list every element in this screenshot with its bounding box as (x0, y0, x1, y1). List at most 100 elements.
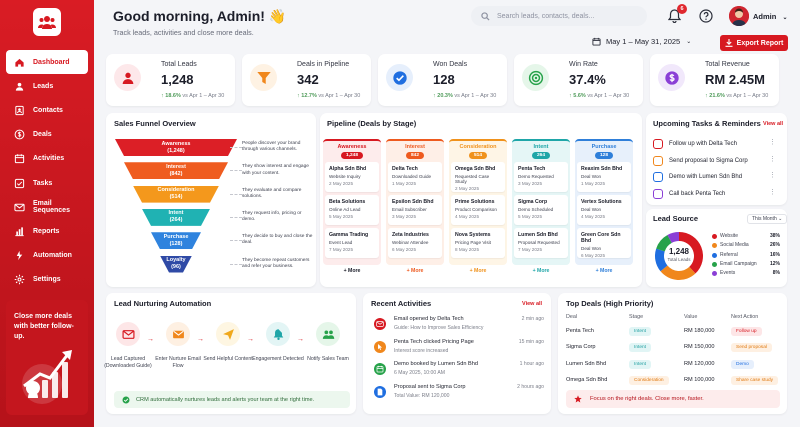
more-options-icon[interactable]: ⋮ (769, 139, 776, 146)
task-checkbox[interactable] (653, 188, 663, 199)
star-icon (574, 395, 582, 403)
pipeline-more-button[interactable]: + More (532, 268, 550, 274)
pipeline-more-button[interactable]: + More (406, 268, 424, 274)
pipeline-deal-card[interactable]: Delta Tech Downloaded Guide 1 May 2025 (388, 162, 442, 192)
donut-slice-referral[interactable] (655, 248, 668, 272)
deal-note: Webinar Attendee (392, 240, 429, 245)
funnel-stage-count: (128) (169, 240, 183, 247)
deal-name[interactable]: Sigma Corp (566, 344, 596, 351)
sidebar-item-contacts[interactable]: Contacts (6, 98, 88, 122)
donut-slice-website[interactable] (679, 232, 703, 274)
sidebar-item-reports[interactable]: Reports (6, 219, 88, 243)
avatar[interactable] (729, 6, 749, 26)
activity-item[interactable]: Proposal sent to Sigma Corp Total Value: … (374, 384, 544, 408)
funnel-icon (256, 71, 271, 84)
pipeline-deal-card[interactable]: Beta Solutions Online Ad Lead 5 May 2025 (325, 195, 379, 225)
funnel-stage-intent[interactable]: Intent (264) (142, 208, 210, 226)
deal-company: Green Core Sdn Bhd (581, 232, 621, 244)
activities-view-all-link[interactable]: View all (522, 301, 543, 307)
users-icon (38, 16, 56, 29)
kpi-card-deals-in-pipeline[interactable]: Deals in Pipeline 342 ↑ 12.7% vs Apr 1 – A… (242, 54, 371, 106)
sidebar-item-dashboard[interactable]: Dashboard (6, 50, 88, 75)
funnel-stage-interest[interactable]: Interest (842) (124, 162, 228, 180)
pipeline-deal-card[interactable]: Zeta Industries Webinar Attendee 6 May 202… (388, 228, 442, 258)
pipeline-deal-card[interactable]: Green Core Sdn Bhd Deal Won 6 May 2025 (577, 228, 631, 258)
pipeline-deal-card[interactable]: Nova Systems Pricing Page Visit 8 May 2025 (451, 228, 505, 258)
task-checkbox[interactable] (653, 155, 663, 166)
pipeline-deal-card[interactable]: Reaxim Sdn Bhd Deal Won 1 May 2025 (577, 162, 631, 192)
deal-next-action[interactable]: Share case study (731, 375, 779, 385)
task-checkbox[interactable] (653, 172, 663, 182)
pipeline-deal-card[interactable]: Gamma Trading Event Lead 7 May 2025 (325, 228, 379, 258)
pipeline-deal-card[interactable]: Lumen Sdn Bhd Proposal Requested 7 May 202… (514, 228, 568, 258)
deal-value: RM 180,000 (684, 328, 715, 334)
kpi-card-total-revenue[interactable]: Total Revenue RM 2.45M ↑ 21.6% vs Apr 1 – … (650, 54, 779, 106)
sidebar-item-tasks[interactable]: Tasks (6, 171, 88, 195)
pipeline-deal-card[interactable]: Omega Sdn Bhd Requested Case Study 2 May 2… (451, 162, 505, 192)
donut-slice-events[interactable] (667, 232, 679, 243)
user-name[interactable]: Admin ⌄ (753, 12, 787, 21)
donut-slice-social-media[interactable] (660, 265, 696, 280)
export-report-button[interactable]: Export Report (720, 35, 788, 51)
sidebar-item-leads[interactable]: Leads (6, 74, 88, 98)
chart-icon (15, 227, 24, 237)
task-item[interactable]: Follow up with Delta Tech (653, 139, 737, 149)
task-item[interactable]: Send proposal to Sigma Corp (653, 155, 748, 166)
search-input[interactable]: Search leads, contacts, deals... (471, 6, 647, 26)
sidebar-item-automation[interactable]: Automation (6, 244, 88, 268)
activity-item[interactable]: Demo booked by Lumen Sdn Bhd 6 May 2025, … (374, 361, 544, 385)
pipeline-more-button[interactable]: + More (343, 268, 361, 274)
funnel-stage-consideration[interactable]: Consideration (514) (133, 185, 219, 203)
pipeline-deal-card[interactable]: Sigma Corp Demo Scheduled 5 May 2025 (514, 195, 568, 225)
funnel-stage-name: Awareness (161, 140, 191, 147)
tasks-view-all-link[interactable]: View all (763, 121, 784, 127)
task-item[interactable]: Call back Penta Tech (653, 188, 725, 199)
help-icon (699, 9, 713, 23)
sidebar-item-email-sequences[interactable]: Email Sequences (6, 195, 88, 219)
kpi-card-win-rate[interactable]: Win Rate 37.4% ↑ 5.6% vs Apr 1 – Apr 30 (514, 54, 643, 106)
kpi-card-total-leads[interactable]: Total Leads 1,248 ↑ 18.6% vs Apr 1 – Apr 3… (106, 54, 235, 106)
kpi-value: 128 (433, 72, 455, 87)
pipeline-more-button[interactable]: + More (469, 268, 487, 274)
activity-item[interactable]: Penta Tech clicked Pricing Page Interest … (374, 339, 544, 363)
pipeline-more-button[interactable]: + More (595, 268, 613, 274)
date-range-picker[interactable]: May 1 – May 31, 2025 ⌄ (592, 37, 691, 46)
funnel-stage-purchase[interactable]: Purchase (128) (151, 232, 201, 250)
task-checkbox[interactable] (653, 139, 663, 149)
notifications-button[interactable]: 6 (666, 4, 687, 24)
funnel-stage-awareness[interactable]: Awareness (1,248) (115, 139, 237, 156)
more-options-icon[interactable]: ⋮ (769, 172, 776, 179)
activity-icon-wrap (374, 340, 386, 353)
header: Good morning, Admin! 👋 Track leads, acti… (94, 0, 800, 52)
funnel-stage-name: Interest (166, 163, 186, 170)
pipeline-deal-card[interactable]: Epsilon Sdn Bhd Email Subscriber 3 May 202… (388, 195, 442, 225)
lead-source-period-select[interactable]: This Month ⌄ (747, 214, 788, 224)
kpi-card-won-deals[interactable]: Won Deals 128 ↑ 20.3% vs Apr 1 – Apr 30 (378, 54, 507, 106)
sidebar-item-activities[interactable]: Activities (6, 147, 88, 171)
help-button[interactable] (698, 8, 714, 24)
task-item[interactable]: Demo with Lumen Sdn Bhd (653, 172, 742, 182)
deal-next-action[interactable]: Demo (731, 359, 754, 369)
pipeline-deal-card[interactable]: Penta Tech Demo Requested 3 May 2025 (514, 162, 568, 192)
deal-name[interactable]: Lumen Sdn Bhd (566, 360, 607, 367)
pipeline-deal-card[interactable]: Vertex Solutions Deal Won 4 May 2025 (577, 195, 631, 225)
more-options-icon[interactable]: ⋮ (769, 155, 776, 163)
donut-slice-email-campaign[interactable] (656, 234, 672, 252)
deal-company: Epsilon Sdn Bhd (392, 199, 434, 205)
activity-subtitle: Guide: How to Improve Sales Efficiency (394, 325, 484, 331)
sidebar-item-deals[interactable]: Deals (6, 123, 88, 147)
deal-name[interactable]: Omega Sdn Bhd (566, 376, 608, 383)
funnel-stage-loyalty[interactable]: Loyalty (96) (160, 255, 192, 273)
deal-name[interactable]: Penta Tech (566, 328, 594, 334)
more-options-icon[interactable]: ⋮ (769, 188, 776, 196)
kpi-change-period: vs Apr 1 – Apr 30 (182, 93, 225, 99)
deal-next-action[interactable]: Send proposal (731, 343, 772, 353)
activity-item[interactable]: Email opened by Delta Tech Guide: How to … (374, 316, 544, 340)
sidebar-item-settings[interactable]: Settings (6, 268, 88, 292)
app-logo[interactable] (33, 8, 61, 36)
pipeline-deal-card[interactable]: Alpha Sdn Bhd Website Inquiry 2 May 2025 (325, 162, 379, 192)
pipeline-deal-card[interactable]: Prime Solutions Product Comparison 4 May 2… (451, 195, 505, 225)
deal-next-action[interactable]: Follow up (731, 327, 762, 336)
funnel-stage-count: (842) (169, 170, 183, 177)
pipeline-stage-count: 514 (468, 152, 487, 159)
